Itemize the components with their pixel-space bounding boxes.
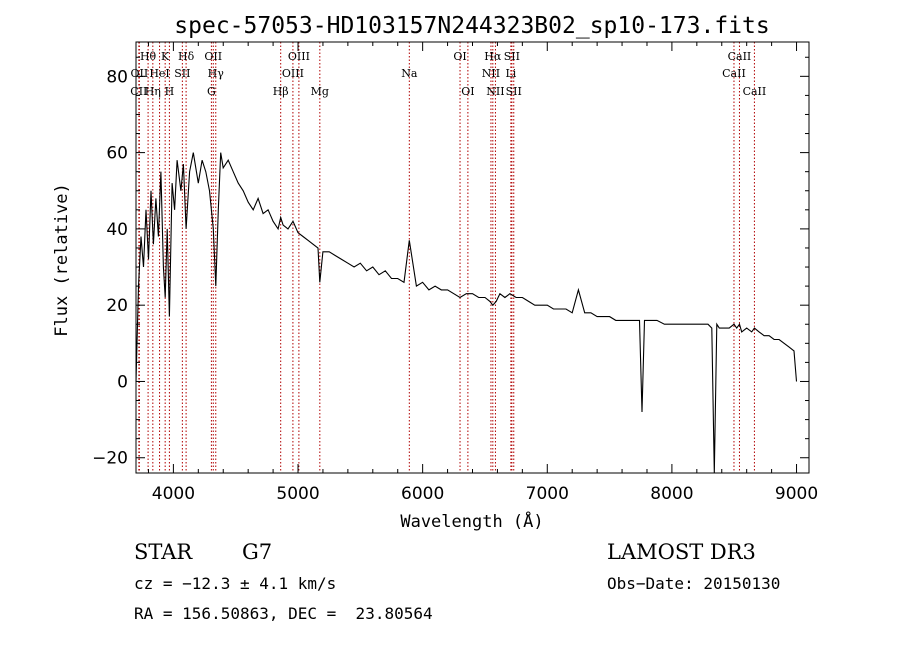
line-label-11: Hγ [208,67,225,80]
line-label-1: OII [131,67,149,80]
y-axis-label: Flux (relative) [52,183,72,337]
plot-frame [135,41,810,474]
line-label-10: OII [204,50,222,63]
line-label-12: Hβ [273,85,289,98]
redshift-velocity: cz = −12.3 ± 4.1 km/s [134,574,337,593]
line-label-7: SII [174,67,190,80]
x-tick-label: 6000 [401,484,444,504]
x-tick-label: 9000 [775,484,818,504]
line-label-6: H [165,85,175,98]
line-label-0: CII [130,85,147,98]
x-tick-label: 7000 [526,484,569,504]
object-subclass: G7 [242,540,273,564]
line-label-14: OIII [288,50,310,63]
object-class: STAR [134,540,193,564]
line-label-22: Li [505,67,516,80]
x-axis-ticks: 4000 5000 6000 7000 8000 9000 [147,42,818,504]
line-label-17: OI [453,50,466,63]
y-tick-label: −20 [92,449,128,469]
chart-title: spec-57053-HD103157N244323B02_sp10-173.f… [174,13,769,39]
observation-date: Obs−Date: 20150130 [607,574,781,593]
emission-line-markers [138,42,755,473]
y-tick-label: 60 [106,144,128,164]
line-label-4: HeI [149,67,169,80]
coordinates: RA = 156.50863, DEC = 23.80564 [134,604,433,623]
line-label-25: CaII [722,67,746,80]
line-label-16: Na [401,67,418,80]
line-label-20: Hα [484,50,502,63]
y-tick-label: 40 [106,220,128,240]
line-label-13: OIII [282,67,304,80]
emission-line-labels: CII OII Hθ Hη HeI K H SII Hδ G OII Hγ Hβ OIII OIII Mg Na… [130,50,766,98]
y-tick-label: 20 [106,296,128,316]
line-label-19: NII [482,67,500,80]
y-tick-label: 0 [117,372,128,392]
y-tick-label: 80 [106,67,128,87]
line-label-26: CaII [728,50,752,63]
line-label-27: CaII [743,85,767,98]
x-axis-label: Wavelength (Å) [400,510,543,532]
line-label-3: Hη [145,85,161,98]
x-tick-label: 5000 [276,484,319,504]
spectrum-series-line [135,152,798,474]
line-label-23: SII [504,50,520,63]
line-label-15: Mg [311,85,329,98]
line-label-5: K [161,50,170,63]
line-label-21: NII [486,85,504,98]
line-label-9: G [207,85,216,98]
line-label-2: Hθ [140,50,157,63]
survey-name: LAMOST DR3 [607,540,756,564]
x-tick-label: 8000 [650,484,693,504]
line-label-8: Hδ [178,50,195,63]
x-tick-label: 4000 [152,484,195,504]
line-label-24: SII [506,85,522,98]
y-axis-ticks: −20 0 20 40 60 80 [92,56,809,469]
line-label-18: OI [461,85,474,98]
